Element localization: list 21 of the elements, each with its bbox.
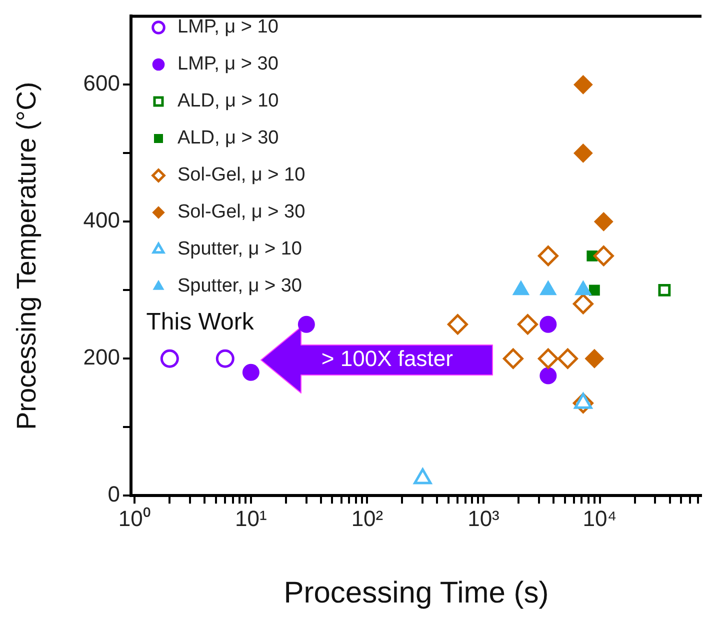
x-tick-label: 10² [351, 506, 384, 531]
legend-label: Sol-Gel, μ > 30 [178, 202, 306, 223]
y-tick-label: 200 [83, 344, 120, 370]
x-tick-label: 10⁴ [582, 506, 617, 531]
annotation: > 100X faster [321, 346, 453, 371]
annotation: This Work [146, 308, 255, 336]
legend-label: Sputter, μ > 10 [178, 238, 302, 260]
legend-label: ALD, μ > 10 [178, 90, 279, 112]
x-tick-label: 10⁰ [118, 506, 151, 531]
legend-label: Sputter, μ > 30 [178, 276, 302, 297]
x-tick-label: 10¹ [235, 506, 267, 531]
legend-label: Sol-Gel, μ > 10 [178, 164, 306, 186]
y-tick-label: 400 [83, 208, 120, 233]
legend-label: LMP, μ > 10 [178, 16, 278, 38]
legend-label: ALD, μ > 30 [178, 128, 279, 149]
legend-label: LMP, μ > 30 [178, 54, 278, 75]
y-axis-title: Processing Temperature (°C) [12, 82, 42, 430]
y-tick-label: 0 [108, 482, 120, 507]
x-tick-label: 10³ [468, 506, 500, 531]
x-axis-title: Processing Time (s) [284, 576, 549, 610]
y-tick-label: 600 [83, 70, 120, 96]
